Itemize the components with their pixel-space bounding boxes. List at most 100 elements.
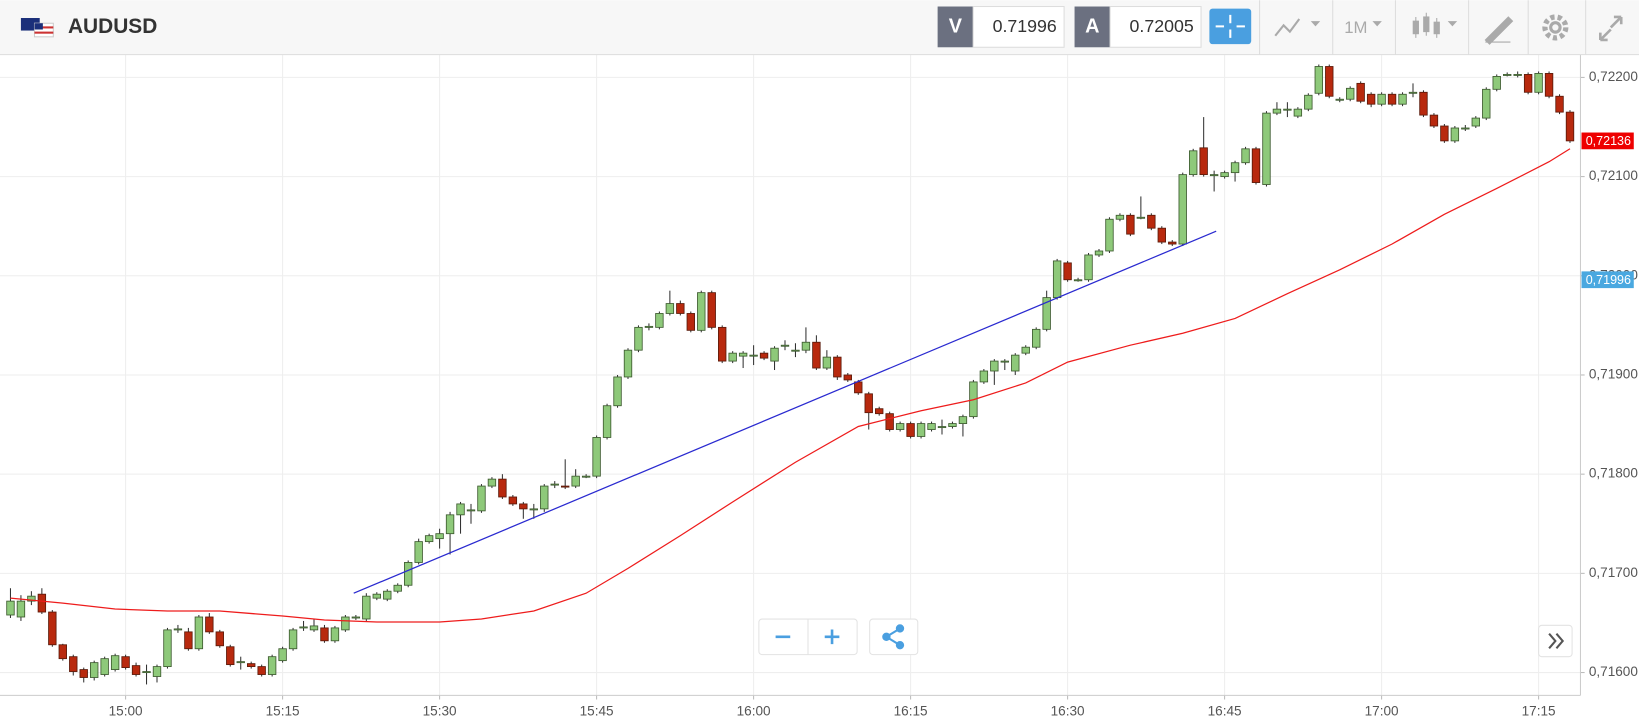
share-button[interactable]	[869, 618, 919, 656]
candle-type-button[interactable]	[1412, 12, 1458, 38]
candle-body	[1000, 360, 1009, 363]
candle-body	[299, 626, 308, 629]
candle-body	[916, 423, 926, 437]
candle-body	[864, 393, 873, 414]
fullscreen-button[interactable]	[1599, 15, 1623, 42]
candle-body	[875, 408, 884, 415]
crosshair-button[interactable]	[1209, 8, 1252, 45]
scroll-end-icon	[1548, 633, 1565, 649]
candle-body	[487, 478, 497, 487]
bid-button[interactable]	[937, 6, 974, 48]
candle-body	[529, 508, 538, 511]
candle-body	[780, 344, 790, 347]
candle-body	[508, 496, 518, 505]
candle-body	[414, 541, 423, 563]
candle-body	[79, 669, 88, 678]
candle-body	[634, 326, 643, 351]
candle-body	[1471, 117, 1480, 127]
candle-body	[1220, 172, 1229, 178]
candle-body	[16, 600, 26, 618]
draw-button[interactable]	[1484, 16, 1514, 45]
candle-body	[184, 631, 193, 650]
candle-body	[1293, 108, 1303, 117]
candle-body	[110, 655, 120, 670]
candle-body	[937, 426, 947, 429]
candle-body	[236, 661, 245, 664]
candle-body	[602, 405, 612, 438]
candle-body	[194, 616, 204, 650]
candle-body	[519, 503, 528, 510]
candle-body	[1105, 218, 1114, 252]
candle-body	[1366, 93, 1376, 105]
timeframe[interactable]: 1M	[1344, 18, 1367, 37]
candle-body	[1356, 82, 1365, 102]
indicator-line	[353, 230, 1217, 594]
x-tick-label: 15:00	[109, 704, 143, 719]
candle-body	[906, 423, 915, 437]
candle-body	[466, 509, 476, 512]
candle-body	[1325, 66, 1334, 97]
price-tag-label: 0,71996	[1586, 273, 1631, 287]
candle-body	[927, 423, 936, 430]
ask-price: 0.72005	[1130, 16, 1194, 36]
candle-body	[247, 663, 256, 668]
candle-body	[561, 485, 570, 488]
candle-body	[1011, 354, 1020, 372]
settings-button[interactable]	[1542, 14, 1569, 41]
price-tag	[1581, 271, 1634, 289]
y-tick-label: 0,72200	[1589, 69, 1639, 84]
price-tag	[1581, 132, 1634, 150]
candle-body	[1063, 262, 1072, 281]
candle-body	[58, 644, 67, 660]
candle-body	[435, 533, 444, 540]
candle-body	[581, 475, 591, 478]
candle-body	[142, 671, 151, 674]
candle-body	[613, 376, 622, 407]
candle-body	[1251, 148, 1261, 183]
candle-body	[1094, 250, 1104, 256]
candle-body	[833, 356, 842, 378]
candle-body	[728, 352, 737, 362]
candle-body	[1482, 88, 1491, 119]
candle-body	[205, 616, 214, 633]
candle-body	[6, 600, 15, 616]
x-tick-label: 15:45	[580, 704, 614, 719]
x-tick-label: 16:45	[1208, 704, 1242, 719]
symbol: AUDUSD	[68, 15, 157, 38]
candle-body	[1052, 260, 1062, 299]
share-icon	[882, 624, 905, 650]
candle-body	[676, 303, 685, 314]
candle-body	[1042, 297, 1051, 330]
candle-body	[1230, 162, 1240, 174]
candle-body	[278, 648, 287, 662]
candle-body	[1565, 111, 1575, 142]
candle-body	[1387, 93, 1397, 105]
separators	[1259, 0, 1587, 55]
timeframe-caret	[1372, 21, 1382, 27]
chart-type-button[interactable]	[1274, 18, 1321, 37]
candle-body	[173, 628, 183, 631]
candle-body	[445, 514, 455, 535]
candle-body	[1147, 214, 1156, 229]
candle-body	[759, 352, 769, 359]
candle-body	[791, 349, 800, 352]
candle-body	[958, 416, 968, 424]
x-tick-label: 16:00	[737, 704, 771, 719]
candle-body	[540, 485, 549, 510]
candle-body	[1314, 66, 1323, 94]
candle-body	[372, 593, 381, 599]
candle-body	[770, 347, 779, 362]
bid-price: 0.71996	[993, 16, 1057, 36]
candle-body	[1335, 98, 1344, 101]
candle-body	[90, 662, 99, 678]
candle-body	[341, 616, 350, 631]
candle-body	[27, 595, 36, 602]
candle-body	[215, 631, 224, 647]
candle-body	[854, 381, 863, 394]
y-tick-label: 0,71600	[1589, 664, 1639, 679]
candle-body	[801, 341, 811, 351]
zoom-in[interactable]	[824, 629, 840, 645]
ask-button[interactable]	[1074, 6, 1111, 48]
candle-body	[1283, 108, 1292, 111]
